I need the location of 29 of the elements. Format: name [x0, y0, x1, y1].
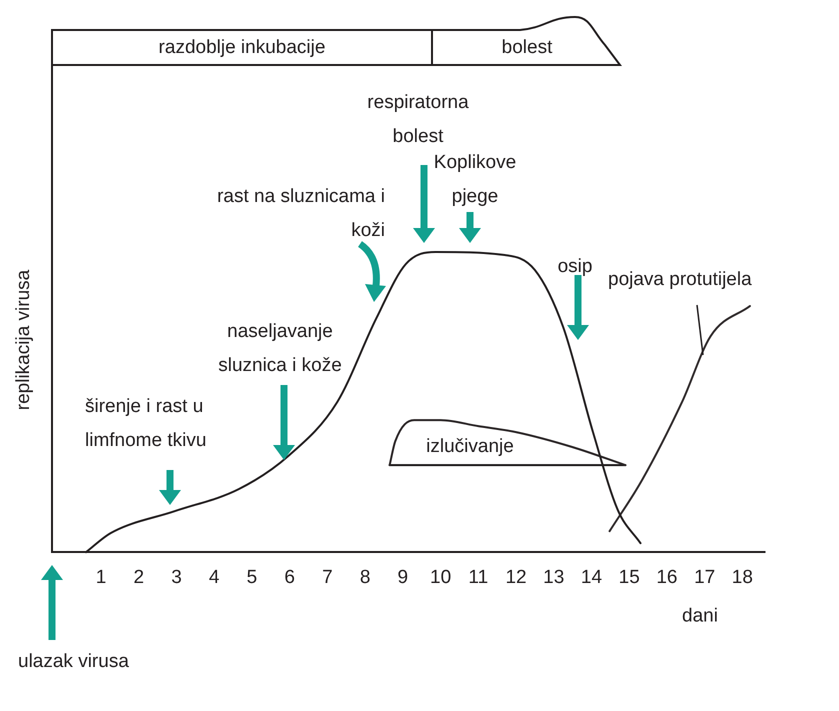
x-tick-label: 7 — [322, 566, 333, 588]
x-axis-title: dani — [682, 605, 718, 626]
text: Koplikove pjege — [432, 151, 518, 209]
x-tick-label: 10 — [430, 566, 452, 588]
text: ulazak virusa — [18, 650, 130, 674]
y-axis-title: replikacija virusa — [13, 269, 34, 410]
annotation: osip — [556, 255, 594, 279]
x-tick-label: 4 — [208, 566, 220, 588]
x-tick-label: 16 — [656, 566, 678, 588]
x-tick-label: 13 — [543, 566, 564, 588]
x-tick-label: 5 — [246, 566, 258, 588]
text: respiratorna bolest — [367, 92, 469, 147]
x-tick-label: 14 — [580, 566, 602, 588]
annotation: širenje i rast u limfnome tkivu — [85, 395, 208, 453]
x-tick-label: 18 — [732, 566, 753, 588]
x-tick-label: 12 — [505, 566, 527, 588]
annotation: naseljavanje sluznica i kože — [217, 320, 343, 378]
x-tick-label: 9 — [398, 566, 408, 588]
x-tick-label: 1 — [96, 566, 106, 588]
text: rast na sluznicama i koži — [216, 185, 385, 243]
x-tick-label: 3 — [171, 566, 182, 588]
x-tick-label: 8 — [360, 566, 370, 588]
x-tick-label: 6 — [284, 566, 295, 588]
x-tick-label: 17 — [694, 566, 716, 588]
annotation: pojava protutijela — [608, 268, 753, 292]
x-tick-label: 15 — [618, 566, 640, 588]
annotation: izlučivanje — [425, 435, 515, 459]
x-tick-label: 2 — [133, 566, 144, 588]
x-tick-label: 11 — [468, 566, 488, 588]
